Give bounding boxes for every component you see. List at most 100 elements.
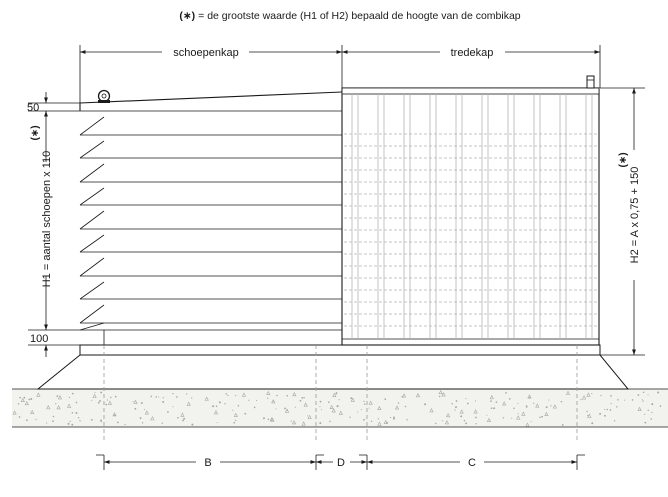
concrete-speck — [25, 419, 28, 422]
concrete-speck — [617, 399, 619, 401]
concrete-speck — [67, 422, 70, 425]
concrete-speck — [299, 399, 302, 402]
header-note-text: = de grootste waarde (H1 of H2) bepaald … — [198, 10, 521, 22]
concrete-speck — [517, 403, 519, 405]
concrete-aggregate — [377, 421, 382, 426]
concrete-speck — [91, 399, 93, 401]
concrete-aggregate — [284, 408, 290, 413]
label-tredekap: tredekap — [451, 47, 494, 59]
concrete-aggregate — [269, 417, 274, 422]
concrete-aggregate — [446, 412, 451, 418]
concrete-speck — [335, 392, 338, 394]
concrete-aggregate — [535, 403, 540, 408]
concrete-speck — [132, 401, 134, 403]
concrete-aggregate — [292, 391, 297, 397]
concrete-speck — [505, 392, 507, 394]
concrete-speck — [350, 397, 353, 400]
louver-slant — [79, 187, 105, 206]
concrete-speck — [511, 417, 513, 419]
plinth-top — [79, 344, 601, 356]
concrete-speck — [124, 423, 126, 426]
concrete-speck — [603, 414, 606, 417]
concrete-speck — [183, 417, 186, 420]
concrete-aggregate — [525, 422, 530, 427]
concrete-aggregate — [338, 410, 343, 415]
concrete-speck — [465, 398, 467, 400]
concrete-slab — [12, 388, 668, 428]
concrete-aggregate — [544, 411, 549, 416]
concrete-speck — [105, 403, 108, 406]
concrete-speck — [490, 407, 493, 410]
concrete-speck — [150, 395, 153, 398]
concrete-speckles — [12, 389, 662, 427]
concrete-speck — [162, 400, 165, 403]
concrete-aggregate — [587, 413, 592, 418]
concrete-speck — [267, 418, 270, 421]
concrete-speck — [106, 399, 109, 401]
concrete-aggregate — [180, 412, 185, 417]
concrete-aggregate — [394, 405, 400, 410]
concrete-aggregate — [502, 401, 507, 406]
concrete-speck — [329, 420, 331, 423]
concrete-aggregate — [150, 416, 155, 421]
concrete-speck — [424, 403, 427, 406]
concrete-speck — [368, 407, 370, 409]
label-h1: H1 = aantal schoepen x 110 — [41, 151, 53, 287]
concrete-aggregate — [271, 399, 276, 404]
concrete-speck — [100, 391, 103, 394]
concrete-speck — [475, 423, 477, 425]
concrete-speck — [253, 406, 256, 409]
label-h1-marker: (∗) — [30, 125, 41, 140]
concrete-speck — [319, 400, 322, 403]
label-h2: H2 = A x 0,75 + 150 — [629, 167, 641, 264]
concrete-aggregate — [291, 420, 297, 425]
concrete-speck — [475, 416, 477, 419]
concrete-aggregate — [57, 395, 63, 400]
concrete-speck — [599, 412, 602, 415]
concrete-speck — [79, 420, 81, 422]
concrete-speck — [158, 396, 160, 398]
plinth — [36, 330, 630, 390]
concrete-speck — [404, 405, 407, 408]
concrete-aggregate — [581, 395, 587, 400]
concrete-speck — [397, 402, 399, 404]
concrete-speck — [100, 420, 102, 423]
concrete-speck — [139, 417, 142, 419]
concrete-speck — [490, 400, 492, 402]
concrete-speck — [389, 416, 392, 419]
concrete-speck — [28, 398, 31, 401]
louver-slant — [79, 140, 105, 159]
concrete-aggregate — [429, 408, 434, 413]
concrete-speck — [650, 418, 653, 420]
concrete-speck — [442, 420, 444, 422]
concrete-aggregate — [489, 395, 494, 400]
concrete-aggregate — [444, 420, 450, 425]
concrete-speck — [319, 422, 322, 425]
concrete-speck — [303, 396, 305, 399]
concrete-speck — [393, 416, 395, 419]
concrete-speck — [642, 400, 644, 402]
concrete-speck — [610, 395, 612, 397]
concrete-speck — [526, 406, 528, 408]
concrete-aggregate — [377, 405, 382, 410]
concrete-aggregate — [307, 414, 312, 419]
concrete-speck — [548, 399, 550, 401]
concrete-speck — [218, 401, 221, 404]
concrete-aggregate — [332, 392, 337, 397]
concrete-speck — [363, 400, 365, 402]
concrete-aggregate — [521, 411, 526, 416]
concrete-speck — [659, 405, 662, 407]
louver-slant — [79, 116, 105, 136]
concrete-aggregate — [329, 404, 334, 410]
concrete-speck — [75, 401, 78, 404]
header-note-marker: (∗) — [179, 10, 195, 22]
label-h1-text: H1 = aantal schoepen x 110 — [41, 151, 53, 287]
label-dim-c: C — [468, 457, 476, 469]
concrete-aggregate — [213, 410, 219, 415]
concrete-speck — [216, 421, 218, 423]
bottom-dimensions: B D C — [96, 454, 585, 470]
concrete-speck — [167, 411, 169, 413]
concrete-speck — [56, 395, 59, 397]
concrete-speck — [307, 415, 309, 417]
concrete-speck — [606, 408, 609, 411]
